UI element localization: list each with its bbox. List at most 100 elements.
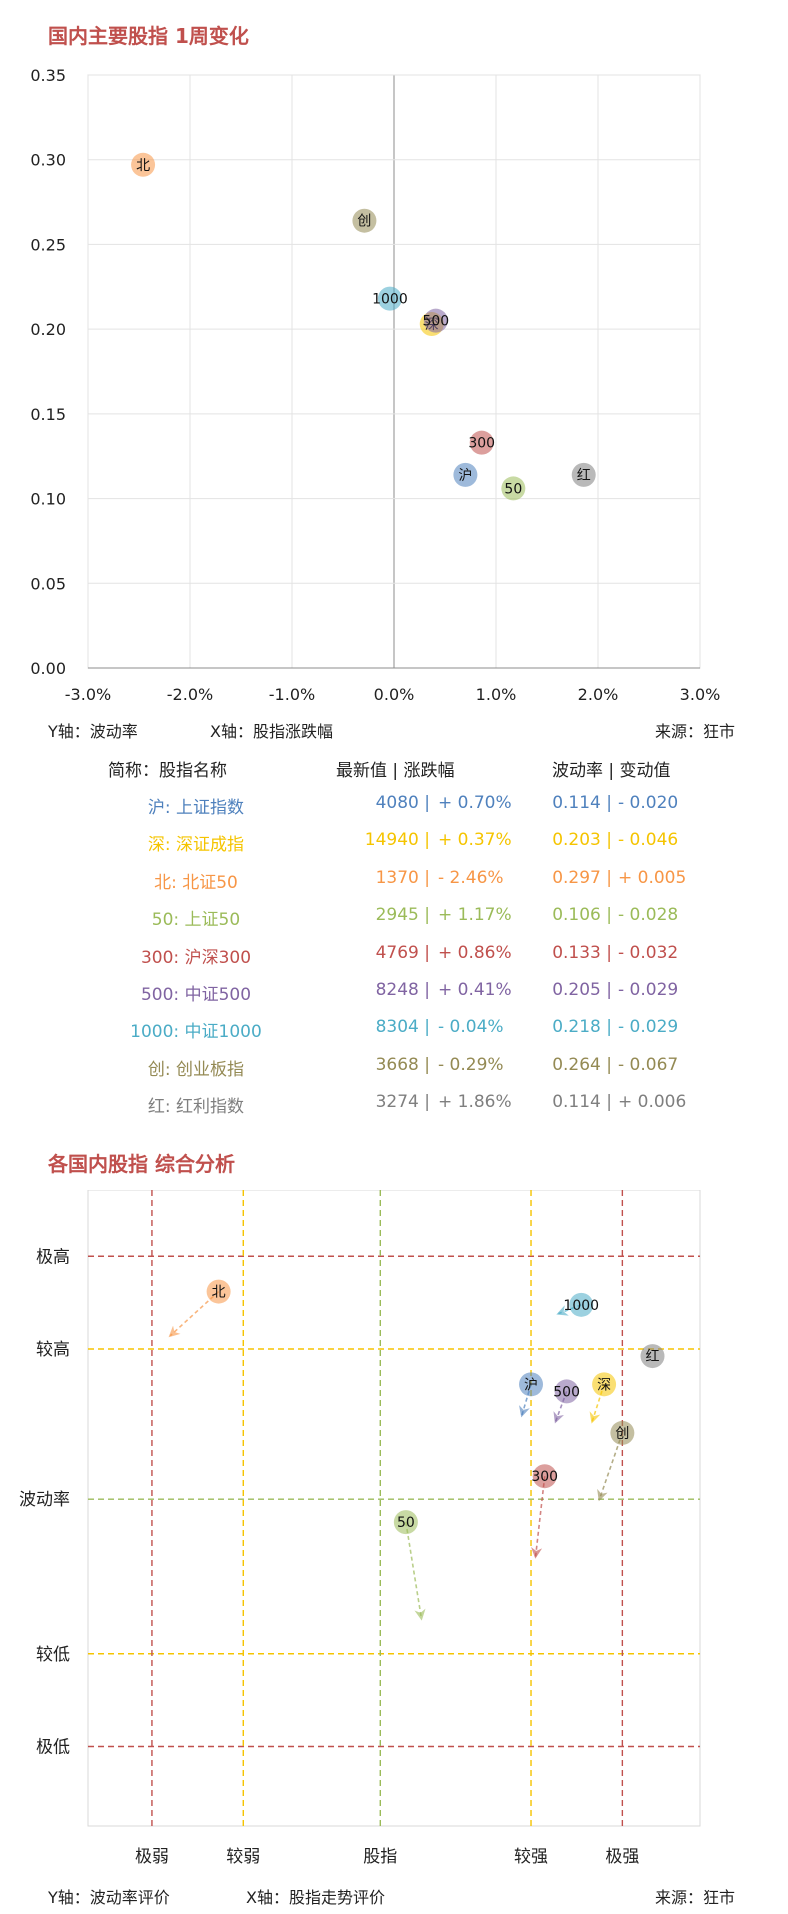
chart2-x-level-label: 极弱 — [135, 1847, 169, 1867]
table-row: 500: 中证500 8248 | + 0.41% 0.205 | - 0.029 — [0, 980, 788, 1010]
volatility: 0.114 | — [552, 1092, 612, 1113]
chart1-point-label: 500 — [422, 314, 449, 330]
chart1-point-label: 300 — [468, 436, 495, 452]
volatility: 0.114 | — [552, 793, 612, 813]
volatility-change: - 0.067 — [618, 1054, 679, 1075]
latest-value: 8304 | — [375, 1017, 430, 1038]
chart2-point-label: 沪 — [524, 1377, 538, 1393]
chart2-x-level-label: 股指 — [363, 1847, 397, 1867]
table-row: 沪: 上证指数 4080 | + 0.70% 0.114 | - 0.020 — [0, 793, 788, 823]
chart1-y-tick-label: 0.05 — [30, 574, 66, 593]
volatility: 0.133 | — [552, 942, 612, 963]
table-row: 创: 创业板指 3668 | - 0.29% 0.264 | - 0.067 — [0, 1055, 788, 1085]
chart2-point — [554, 1379, 579, 1404]
volatility-change: + 0.006 — [618, 1092, 687, 1113]
table-header-name: 简称：股指名称 — [108, 761, 227, 781]
chart2-y-level-label: 极高 — [36, 1247, 70, 1267]
chart2-point — [640, 1344, 665, 1369]
change-pct: + 0.86% — [438, 942, 512, 963]
chart2-point-label: 300 — [531, 1469, 558, 1485]
index-name: 沪: 上证指数 — [147, 798, 245, 818]
volatility: 0.106 | — [552, 905, 612, 926]
chart2-title: 各国内股指 综合分析 — [48, 1152, 235, 1176]
chart1-y-tick-label: 0.35 — [30, 66, 66, 85]
chart2-point — [393, 1510, 418, 1535]
latest-value: 3274 | — [375, 1092, 430, 1113]
chart2-y-level-label: 较低 — [36, 1645, 70, 1665]
chart1-y-tick-label: 0.30 — [30, 151, 66, 170]
latest-value: 8248 | — [375, 980, 430, 1000]
chart2-point-label: 创 — [615, 1426, 629, 1442]
change-pct: + 1.86% — [438, 1092, 512, 1113]
volatility-change: - 0.020 — [618, 793, 679, 813]
change-pct: - 0.29% — [438, 1054, 504, 1075]
chart2-x-level-label: 较强 — [514, 1847, 548, 1867]
latest-value: 1370 | — [375, 867, 430, 888]
chart1-x-tick-label: 0.0% — [374, 685, 415, 704]
volatility: 0.218 | — [552, 1017, 612, 1038]
chart2-point-label: 500 — [553, 1384, 580, 1400]
chart2-trend-arrow — [519, 1384, 532, 1418]
chart2-trend-arrow — [405, 1522, 426, 1621]
index-name: 1000: 中证1000 — [130, 1022, 262, 1043]
chart2-point — [532, 1464, 557, 1489]
chart1-y-tick-label: 0.15 — [30, 405, 66, 424]
chart1-point — [352, 208, 377, 233]
chart2-point-label: 深 — [597, 1377, 611, 1393]
chart1-x-tick-label: -3.0% — [65, 685, 111, 704]
change-pct: + 0.70% — [438, 793, 512, 813]
chart2-plot-area — [87, 1190, 701, 1827]
chart1-x-caption: X轴：股指涨跌幅 — [210, 722, 333, 741]
chart2-x-level-label: 较弱 — [226, 1847, 260, 1867]
chart2-point — [569, 1292, 594, 1317]
volatility-change: - 0.029 — [618, 1017, 679, 1038]
table-header-vol: 波动率 | 变动值 — [552, 761, 671, 781]
volatility-change: - 0.032 — [618, 942, 679, 963]
chart1-x-tick-label: 1.0% — [476, 685, 517, 704]
latest-value: 2945 | — [375, 905, 430, 926]
chart1-point — [469, 430, 494, 455]
change-pct: - 2.46% — [438, 867, 504, 888]
change-pct: + 0.41% — [438, 980, 512, 1000]
chart1-point-label: 1000 — [372, 292, 408, 308]
chart1-point-label: 50 — [504, 481, 522, 497]
chart2-point — [206, 1279, 231, 1304]
chart2-point-label: 1000 — [563, 1298, 599, 1314]
table-row: 红: 红利指数 3274 | + 1.86% 0.114 | + 0.006 — [0, 1092, 788, 1122]
latest-value: 4080 | — [375, 793, 430, 813]
index-name: 50: 上证50 — [151, 910, 241, 931]
volatility-change: - 0.029 — [618, 980, 679, 1000]
table-row: 300: 沪深300 4769 | + 0.86% 0.133 | - 0.032 — [0, 943, 788, 973]
chart2-point-label: 50 — [397, 1515, 415, 1531]
chart1-x-tick-label: 2.0% — [578, 685, 619, 704]
chart1-x-tick-label: 3.0% — [680, 685, 721, 704]
change-pct: + 1.17% — [438, 905, 512, 926]
chart1-point — [377, 286, 402, 311]
change-pct: + 0.37% — [438, 830, 512, 851]
chart2-source: 来源：狂市 — [655, 1888, 736, 1907]
table-header-value: 最新值 | 涨跌幅 — [336, 761, 455, 781]
index-name: 500: 中证500 — [140, 985, 252, 1005]
latest-value: 14940 | — [364, 830, 430, 851]
chart2-y-level-label: 波动率 — [19, 1490, 70, 1510]
volatility-change: + 0.005 — [618, 867, 687, 888]
chart2-point — [610, 1420, 635, 1445]
chart1-point-label: 沪 — [458, 468, 472, 484]
table-row: 1000: 中证1000 8304 | - 0.04% 0.218 | - 0.029 — [0, 1017, 788, 1047]
chart1-point-label: 创 — [357, 214, 371, 230]
chart1-y-caption: Y轴：波动率 — [48, 722, 138, 741]
index-name: 红: 红利指数 — [147, 1097, 245, 1118]
chart2-y-level-label: 较高 — [36, 1340, 70, 1360]
chart2-point-label: 红 — [646, 1349, 660, 1365]
chart2-y-caption: Y轴：波动率评价 — [48, 1888, 170, 1907]
chart1-x-tick-label: -2.0% — [167, 685, 213, 704]
chart1-y-tick-label: 0.00 — [30, 659, 66, 678]
chart1-point — [423, 308, 448, 333]
latest-value: 3668 | — [375, 1054, 430, 1075]
chart1-point-label: 北 — [136, 158, 150, 174]
change-pct: - 0.04% — [438, 1017, 504, 1038]
chart2-x-caption: X轴：股指走势评价 — [246, 1888, 385, 1907]
volatility-change: - 0.028 — [618, 905, 679, 926]
chart2-trend-arrow — [597, 1432, 624, 1502]
